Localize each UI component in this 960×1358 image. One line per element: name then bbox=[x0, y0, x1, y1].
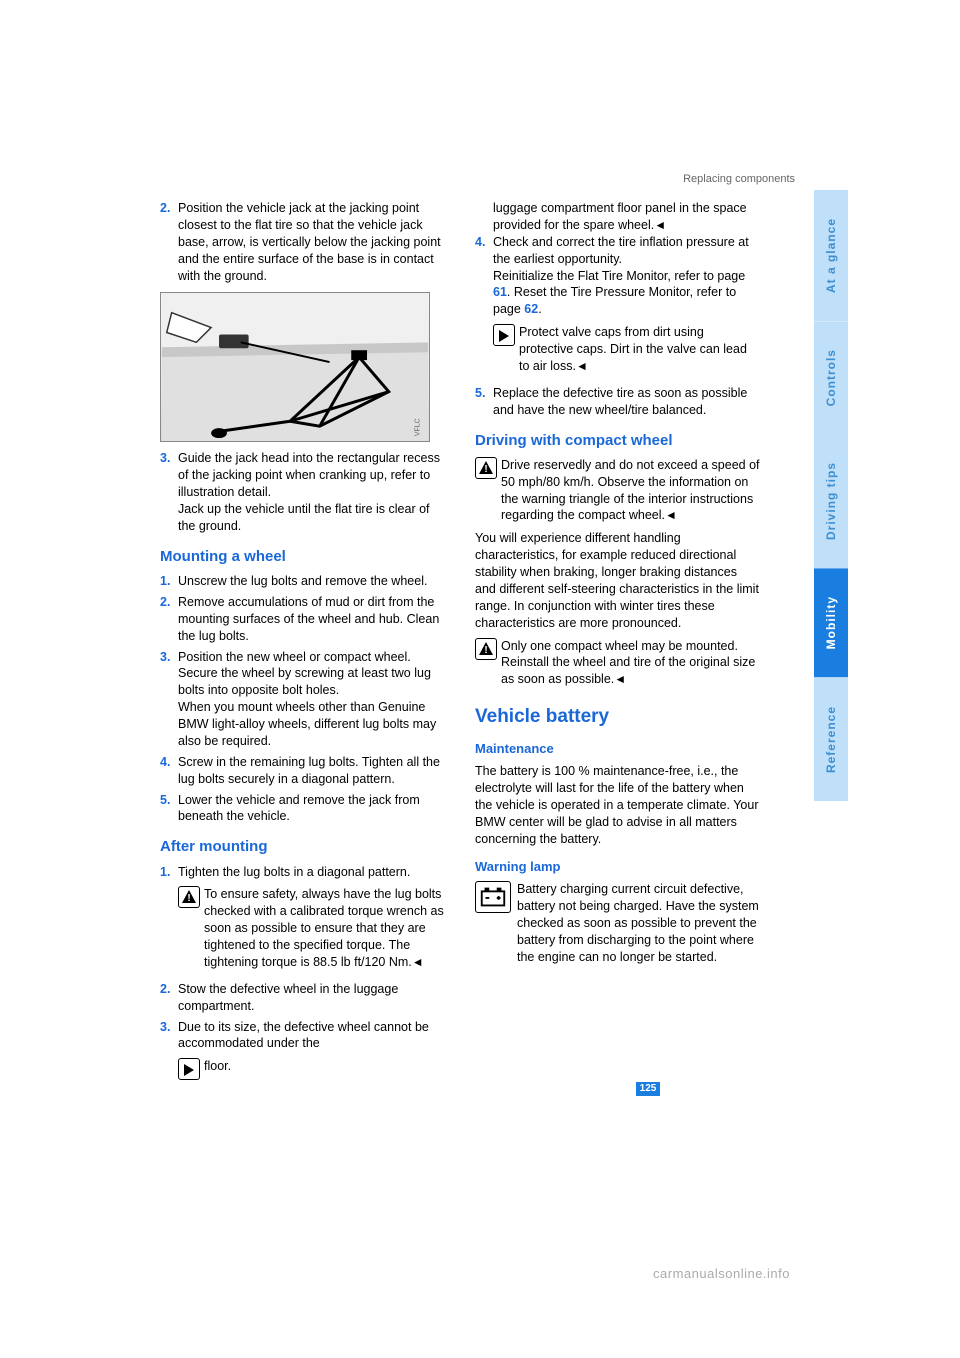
maintenance-heading: Maintenance bbox=[475, 740, 760, 758]
step-text-inner: . bbox=[538, 302, 541, 316]
list-item: 2. Position the vehicle jack at the jack… bbox=[160, 200, 445, 284]
battery-warning-block: Battery charging current circuit defecti… bbox=[475, 881, 760, 965]
step-text: Check and correct the tire inflation pre… bbox=[493, 234, 760, 381]
list-item: 1. Tighten the lug bolts in a diagonal p… bbox=[160, 864, 445, 977]
page: Replacing components At a glance Control… bbox=[0, 0, 960, 1358]
step-number: 5. bbox=[160, 792, 178, 826]
continuation-text: luggage compartment floor panel in the s… bbox=[493, 200, 760, 234]
step-text-inner: Check and correct the tire inflation pre… bbox=[493, 235, 749, 266]
tab-mobility[interactable]: Mobility bbox=[814, 568, 848, 677]
svg-text:VFLC: VFLC bbox=[414, 419, 421, 437]
warning-text-inner: To ensure safety, always have the lug bo… bbox=[204, 887, 444, 969]
step-number: 4. bbox=[160, 754, 178, 788]
note-text-inner: Protect valve caps from dirt using prote… bbox=[519, 325, 747, 373]
step-number: 4. bbox=[475, 234, 493, 381]
driving-compact-wheel-heading: Driving with compact wheel bbox=[475, 431, 760, 451]
right-column: luggage compartment floor panel in the s… bbox=[475, 200, 760, 1090]
step-number: 5. bbox=[475, 385, 493, 419]
tab-reference[interactable]: Reference bbox=[814, 678, 848, 801]
body-text: You will experience different handling c… bbox=[475, 530, 760, 631]
warning-icon bbox=[178, 886, 200, 908]
warning-lamp-heading: Warning lamp bbox=[475, 858, 760, 876]
note-text: Protect valve caps from dirt using prote… bbox=[519, 324, 760, 375]
step-number: 2. bbox=[160, 981, 178, 1015]
step-number: 3. bbox=[160, 1019, 178, 1087]
warning-icon bbox=[475, 457, 497, 479]
step-number: 2. bbox=[160, 594, 178, 645]
note-text: floor. bbox=[204, 1058, 445, 1075]
list-item: 3.Position the new wheel or compact whee… bbox=[160, 649, 445, 750]
warning-text: To ensure safety, always have the lug bo… bbox=[204, 886, 445, 970]
step-text: Replace the defective tire as soon as po… bbox=[493, 385, 760, 419]
page-number: 125 bbox=[636, 1082, 660, 1096]
page-ref-link[interactable]: 62 bbox=[524, 302, 538, 316]
mounting-wheel-heading: Mounting a wheel bbox=[160, 547, 445, 567]
list-item: 2.Stow the defective wheel in the luggag… bbox=[160, 981, 445, 1015]
step-text: Remove accumulations of mud or dirt from… bbox=[178, 594, 445, 645]
battery-icon bbox=[475, 881, 511, 913]
after-mounting-heading: After mounting bbox=[160, 837, 445, 857]
list-item: 5.Replace the defective tire as soon as … bbox=[475, 385, 760, 419]
step-text: Tighten the lug bolts in a diagonal patt… bbox=[178, 864, 445, 977]
warning-block: Only one compact wheel may be mounted. R… bbox=[475, 638, 760, 689]
list-item: 5.Lower the vehicle and remove the jack … bbox=[160, 792, 445, 826]
tab-at-a-glance[interactable]: At a glance bbox=[814, 190, 848, 321]
end-mark: ◄ bbox=[654, 218, 666, 232]
step-text-inner: Tighten the lug bolts in a diagonal patt… bbox=[178, 865, 410, 879]
step-number: 1. bbox=[160, 573, 178, 590]
step-text: Guide the jack head into the rectangular… bbox=[178, 450, 445, 534]
step-number: 2. bbox=[160, 200, 178, 284]
step-text: Stow the defective wheel in the luggage … bbox=[178, 981, 445, 1015]
step-text-inner: Due to its size, the defective wheel can… bbox=[178, 1020, 429, 1051]
step-text: Position the vehicle jack at the jacking… bbox=[178, 200, 445, 284]
list-item: 4. Check and correct the tire inflation … bbox=[475, 234, 760, 381]
note-icon bbox=[493, 324, 515, 346]
page-ref-link[interactable]: 61 bbox=[493, 285, 507, 299]
warning-block: Drive reservedly and do not exceed a spe… bbox=[475, 457, 760, 525]
step-text-inner: Guide the jack head into the rectangular… bbox=[178, 451, 440, 499]
text-inner: luggage compartment floor panel in the s… bbox=[493, 201, 747, 232]
jack-diagram: VFLC bbox=[160, 292, 430, 442]
end-mark: ◄ bbox=[614, 672, 626, 686]
step-text-inner: Reinitialize the Flat Tire Monitor, refe… bbox=[493, 269, 745, 283]
warning-text-inner: Only one compact wheel may be mounted. R… bbox=[501, 639, 755, 687]
list-item: 3. Due to its size, the defective wheel … bbox=[160, 1019, 445, 1087]
note-icon bbox=[178, 1058, 200, 1080]
step-text: Screw in the remaining lug bolts. Tighte… bbox=[178, 754, 445, 788]
warning-text: Only one compact wheel may be mounted. R… bbox=[501, 638, 760, 689]
warning-block: To ensure safety, always have the lug bo… bbox=[178, 886, 445, 970]
end-mark: ◄ bbox=[412, 955, 424, 969]
step-text: Due to its size, the defective wheel can… bbox=[178, 1019, 445, 1087]
list-item: 3. Guide the jack head into the rectangu… bbox=[160, 450, 445, 534]
step-text: Position the new wheel or compact wheel.… bbox=[178, 649, 445, 750]
step-number: 1. bbox=[160, 864, 178, 977]
tab-controls[interactable]: Controls bbox=[814, 321, 848, 434]
watermark: carmanualsonline.info bbox=[653, 1265, 790, 1283]
warning-icon bbox=[475, 638, 497, 660]
left-column: 2. Position the vehicle jack at the jack… bbox=[160, 200, 445, 1090]
sidebar-tabs: At a glance Controls Driving tips Mobili… bbox=[814, 190, 848, 801]
step-number: 3. bbox=[160, 450, 178, 534]
list-item: 2.Remove accumulations of mud or dirt fr… bbox=[160, 594, 445, 645]
list-item: 4.Screw in the remaining lug bolts. Tigh… bbox=[160, 754, 445, 788]
tab-driving-tips[interactable]: Driving tips bbox=[814, 434, 848, 568]
header-section-title: Replacing components bbox=[683, 172, 795, 187]
step-text-inner: Jack up the vehicle until the flat tire … bbox=[178, 502, 430, 533]
list-item: 1.Unscrew the lug bolts and remove the w… bbox=[160, 573, 445, 590]
end-mark: ◄ bbox=[665, 508, 677, 522]
vehicle-battery-heading: Vehicle battery bbox=[475, 704, 760, 730]
warning-text: Drive reservedly and do not exceed a spe… bbox=[501, 457, 760, 525]
body-text: The battery is 100 % maintenance-free, i… bbox=[475, 763, 760, 847]
note-block: Protect valve caps from dirt using prote… bbox=[493, 324, 760, 375]
end-mark: ◄ bbox=[576, 359, 588, 373]
battery-warning-text: Battery charging current circuit defecti… bbox=[517, 881, 760, 965]
warning-text-inner: Drive reservedly and do not exceed a spe… bbox=[501, 458, 760, 523]
step-text: Unscrew the lug bolts and remove the whe… bbox=[178, 573, 445, 590]
note-block: floor. bbox=[178, 1058, 445, 1080]
content-area: 2. Position the vehicle jack at the jack… bbox=[160, 200, 760, 1090]
step-text: Lower the vehicle and remove the jack fr… bbox=[178, 792, 445, 826]
step-number: 3. bbox=[160, 649, 178, 750]
